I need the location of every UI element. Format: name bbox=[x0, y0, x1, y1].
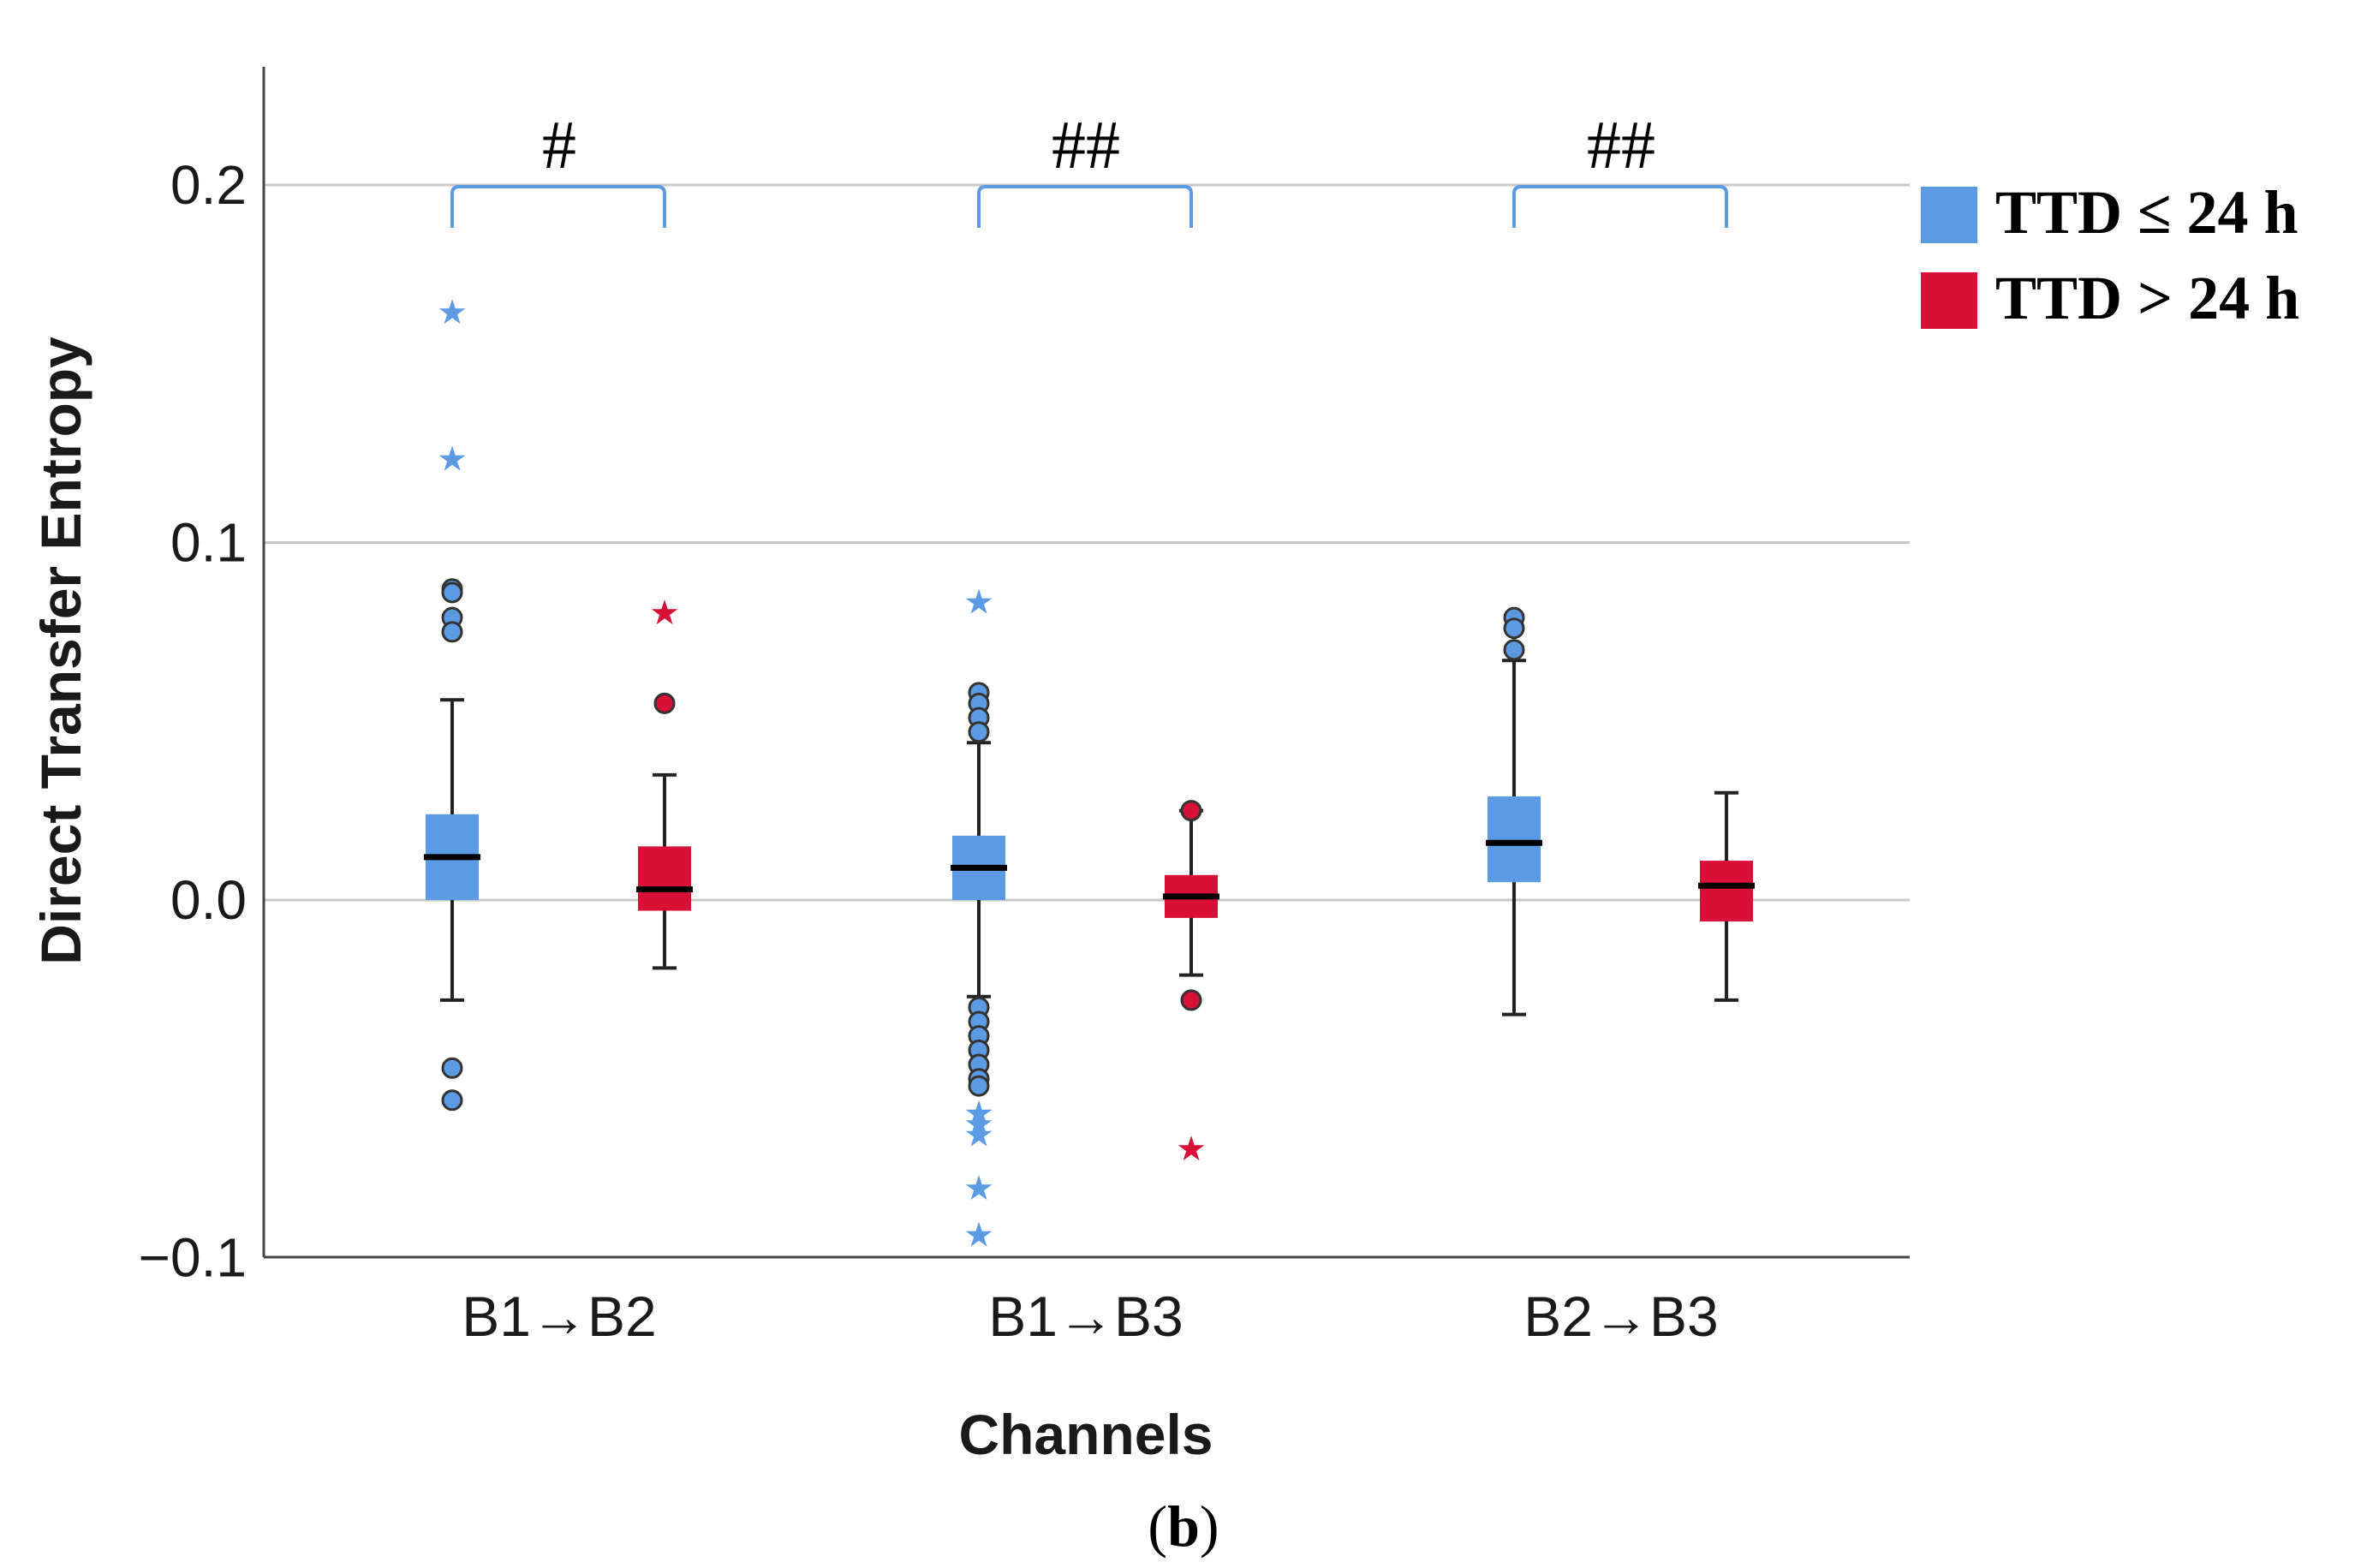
y-tick-label: 0.0 bbox=[170, 869, 247, 931]
box-group: ★★★★★★ bbox=[951, 582, 1007, 1255]
outlier-point bbox=[1180, 989, 1202, 1011]
gridlines bbox=[264, 183, 1910, 902]
x-tick-labels: B1→B2 B1→B3 B2→B3 bbox=[462, 1285, 1718, 1348]
panel-label-close: ) bbox=[1200, 1493, 1219, 1559]
extreme-point: ★ bbox=[963, 1169, 994, 1208]
outlier-point bbox=[441, 581, 463, 604]
significance-bracket bbox=[1512, 185, 1728, 228]
extreme-point: ★ bbox=[1176, 1130, 1207, 1169]
extreme-point: ★ bbox=[963, 1105, 994, 1144]
extreme-point: ★ bbox=[963, 582, 994, 622]
x-tick-label: B2→B3 bbox=[1523, 1285, 1718, 1348]
panel-label-open: ( bbox=[1148, 1493, 1167, 1559]
outlier-point bbox=[968, 1075, 990, 1097]
x-tick-label: B1→B2 bbox=[462, 1285, 656, 1348]
box-group: ★ bbox=[636, 593, 693, 970]
extreme-point: ★ bbox=[963, 1094, 994, 1133]
outlier-point bbox=[1503, 617, 1525, 640]
axes bbox=[262, 67, 1910, 1259]
box-group bbox=[1698, 790, 1755, 1002]
legend-swatch bbox=[1921, 272, 1977, 329]
box-series: ★★★★★★★★★★ bbox=[424, 293, 1755, 1255]
extreme-point: ★ bbox=[649, 593, 680, 633]
outlier-point bbox=[1180, 800, 1202, 822]
y-tick-label: 0.2 bbox=[170, 154, 247, 216]
box-group: ★★ bbox=[424, 293, 480, 1112]
legend-label: TTD ≤ 24 h bbox=[1995, 178, 2298, 247]
y-tick-label: 0.1 bbox=[170, 512, 247, 574]
y-tick-labels: −0.1 0.0 0.1 0.2 bbox=[139, 154, 247, 1289]
significance-bracket bbox=[450, 185, 666, 228]
outlier-point bbox=[1503, 639, 1525, 661]
box-iqr bbox=[638, 846, 691, 911]
y-tick-label: −0.1 bbox=[139, 1227, 247, 1289]
panel-label: (b) bbox=[1148, 1493, 1219, 1559]
extreme-point: ★ bbox=[963, 1215, 994, 1255]
outlier-point bbox=[441, 1089, 463, 1112]
legend-label: TTD > 24 h bbox=[1995, 264, 2299, 332]
x-tick-label: B1→B3 bbox=[988, 1285, 1183, 1348]
outlier-point bbox=[653, 692, 676, 714]
significance-bracket bbox=[977, 185, 1193, 228]
outlier-point bbox=[968, 721, 990, 743]
outlier-point bbox=[441, 1057, 463, 1079]
extreme-point: ★ bbox=[437, 439, 468, 479]
box-group bbox=[1486, 606, 1542, 1017]
box-group: ★ bbox=[1163, 800, 1219, 1169]
significance-label: ## bbox=[1587, 108, 1655, 183]
significance-brackets: # ## ## bbox=[450, 108, 1728, 228]
outlier-point bbox=[441, 621, 463, 643]
legend: TTD ≤ 24 h TTD > 24 h bbox=[1921, 178, 2299, 332]
panel-label-letter: b bbox=[1167, 1493, 1200, 1559]
extreme-point: ★ bbox=[963, 1115, 994, 1154]
box-iqr bbox=[1700, 861, 1753, 922]
significance-label: ## bbox=[1052, 108, 1120, 183]
legend-swatch bbox=[1921, 187, 1977, 243]
significance-label: # bbox=[542, 108, 576, 183]
box-iqr bbox=[1488, 796, 1541, 883]
extreme-point: ★ bbox=[437, 293, 468, 332]
y-axis-title: Direct Transfer Entropy bbox=[29, 337, 92, 965]
x-axis-title: Channels bbox=[958, 1403, 1213, 1466]
